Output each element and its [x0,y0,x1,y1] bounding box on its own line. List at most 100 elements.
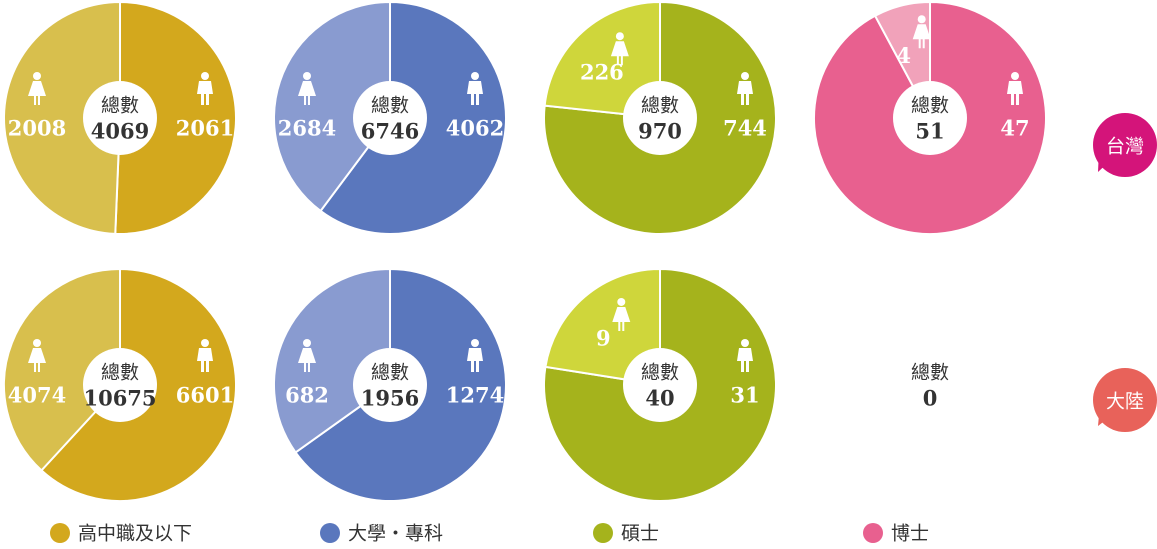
total-title: 總數 [101,95,139,117]
legend-dot [320,523,340,543]
total-value: 0 [923,386,938,411]
value-label: 47 [1000,116,1029,141]
legend-dot [50,523,70,543]
icon-body [737,348,753,372]
total-title: 總數 [371,95,409,117]
badge [1093,368,1157,432]
pie-hole [353,81,427,155]
value-label: 4 [896,43,911,68]
legend-label: 高中職及以下 [78,523,192,545]
legend-label: 博士 [891,523,929,545]
pie-slice [114,0,237,235]
total-title: 總數 [641,362,679,384]
icon-body [28,81,46,105]
icon-body [467,348,483,372]
icon-head [33,72,41,80]
male-icon [197,72,213,105]
pie-slice [3,267,121,472]
value-label: 6601 [176,383,234,408]
male-icon [467,339,483,372]
pie-slice [3,0,121,235]
total-value: 1956 [361,386,419,411]
icon-body [197,81,213,105]
icon-head [471,72,479,80]
pie-hole [623,348,697,422]
female-icon [612,297,631,331]
badge [1093,113,1157,177]
legend-dot [593,523,613,543]
total-value: 4069 [91,119,149,144]
icon-body [467,81,483,105]
value-label: 9 [596,325,611,350]
pie-hole [353,348,427,422]
female-icon [298,339,316,372]
male-icon [1007,72,1023,105]
value-label: 682 [285,383,329,408]
pie-slice [273,0,391,213]
pie-slice [543,0,661,120]
icon-head [471,339,479,347]
icon-body [912,24,931,49]
icon-body [197,348,213,372]
female-icon [28,339,46,372]
total-value: 40 [645,386,674,411]
icon-body [28,348,46,372]
value-label: 4074 [8,383,66,408]
total-title: 總數 [101,362,139,384]
female-icon [28,72,46,105]
female-icon [610,32,629,66]
total-value: 970 [638,119,682,144]
pie-slice [273,267,391,454]
female-icon [298,72,316,105]
legend-dot [863,523,883,543]
icon-head [303,72,311,80]
value-label: 2008 [8,116,66,141]
value-label: 31 [730,383,759,408]
total-value: 10675 [83,386,156,411]
value-label: 4062 [446,116,504,141]
icon-head [1011,72,1019,80]
value-label: 1274 [446,383,504,408]
pie-hole [893,81,967,155]
value-label: 744 [723,116,767,141]
icon-body [612,306,631,331]
pie-hole [83,348,157,422]
icon-head [741,339,749,347]
icon-body [737,81,753,105]
total-title: 總數 [911,362,949,384]
icon-head [201,72,209,80]
male-icon [737,339,753,372]
total-title: 總數 [911,95,949,117]
icon-body [298,348,316,372]
legend-label: 碩士 [621,523,659,545]
male-icon [737,72,753,105]
icon-head [615,32,624,41]
value-label: 2684 [278,116,336,141]
pie-slice [544,267,661,387]
female-icon [912,15,931,49]
pie-hole [83,81,157,155]
male-icon [197,339,213,372]
pie-hole [623,81,697,155]
value-label: 2061 [176,116,234,141]
value-label: 226 [580,60,624,85]
total-value: 51 [915,119,944,144]
pie-slice [543,267,777,502]
icon-body [1007,81,1023,105]
row-label: 台灣 [1106,136,1144,158]
icon-head [303,339,311,347]
total-title: 總數 [371,362,409,384]
male-icon [467,72,483,105]
legend-label: 大學・專科 [348,523,443,545]
row-label: 大陸 [1106,391,1144,413]
icon-body [298,81,316,105]
icon-head [33,339,41,347]
total-value: 6746 [361,119,419,144]
icon-head [917,15,926,24]
icon-body [610,41,629,66]
icon-head [741,72,749,80]
icon-head [201,339,209,347]
total-title: 總數 [641,95,679,117]
icon-head [617,297,626,306]
